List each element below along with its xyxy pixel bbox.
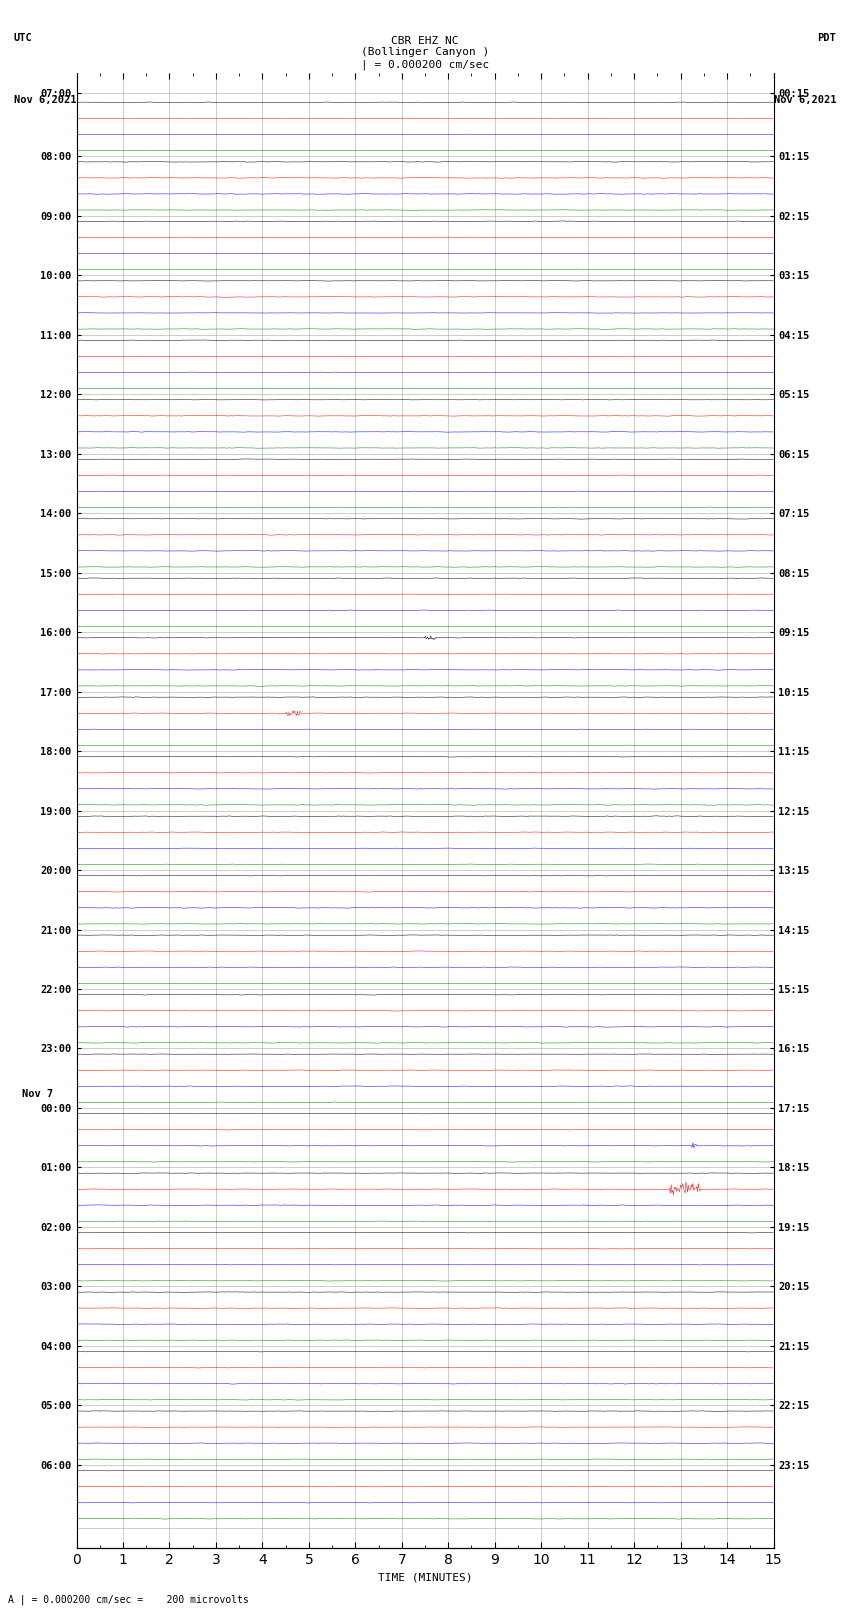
Text: Nov 6,2021: Nov 6,2021 [14,95,76,105]
Text: Nov 7: Nov 7 [22,1089,54,1098]
Text: Nov 6,2021: Nov 6,2021 [774,95,836,105]
Title: CBR EHZ NC
(Bollinger Canyon )
| = 0.000200 cm/sec: CBR EHZ NC (Bollinger Canyon ) | = 0.000… [361,35,489,69]
Text: A | = 0.000200 cm/sec =    200 microvolts: A | = 0.000200 cm/sec = 200 microvolts [8,1594,249,1605]
Text: UTC: UTC [14,34,32,44]
X-axis label: TIME (MINUTES): TIME (MINUTES) [377,1573,473,1582]
Text: PDT: PDT [818,34,836,44]
